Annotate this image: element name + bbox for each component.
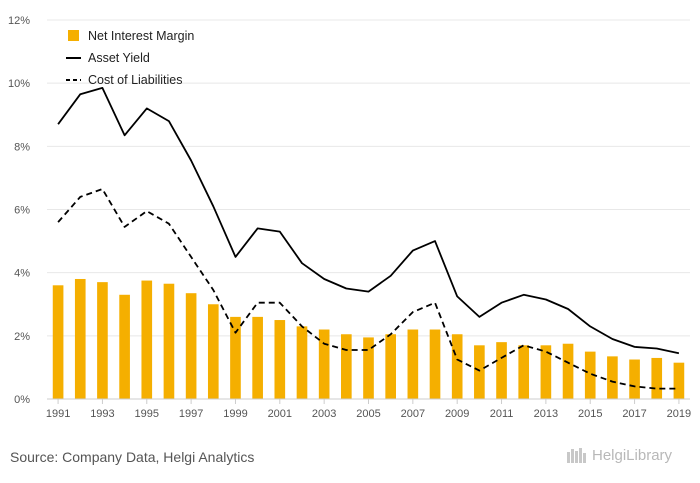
nim-bar: [673, 362, 685, 399]
x-tick-label: 2017: [622, 408, 646, 420]
nim-bar: [385, 334, 396, 399]
chart-svg: 0% 2% 4% 6% 8% 10% 12% 1991 1993 1995 1997 1999 2001…: [8, 15, 691, 420]
nim-bar: [562, 343, 574, 399]
nim-bar: [74, 278, 86, 399]
nim-bar: [429, 329, 441, 399]
x-tick-label: 2015: [578, 408, 602, 420]
legend-label: Cost of Liabilities: [88, 73, 183, 87]
nim-bar: [363, 337, 374, 399]
y-tick-label: 12%: [8, 15, 30, 27]
nim-bar: [451, 334, 463, 399]
x-tick-label: 2011: [490, 408, 514, 420]
x-tick-label: 1991: [46, 408, 70, 420]
nim-bar: [496, 342, 507, 399]
x-tick-label: 2003: [312, 408, 336, 420]
legend-swatch-bar: [68, 30, 79, 41]
y-tick-label: 8%: [14, 141, 30, 153]
x-tick-label: 1995: [135, 408, 159, 420]
nim-bar: [607, 356, 618, 399]
nim-bar: [318, 329, 330, 399]
nim-bar: [274, 320, 286, 399]
x-tick-label: 2005: [356, 408, 380, 420]
nim-bar: [52, 285, 64, 399]
nim-bar: [407, 329, 419, 399]
x-tick-label: 1999: [223, 408, 247, 420]
y-tick-label: 4%: [14, 268, 30, 280]
nim-bar: [252, 316, 263, 399]
nim-bar: [230, 316, 241, 399]
y-tick-label: 10%: [8, 78, 30, 90]
nim-bar: [584, 351, 596, 399]
x-tick-label: 2001: [268, 408, 292, 420]
y-tick-label: 6%: [14, 205, 30, 217]
x-tick-label: 2009: [445, 408, 469, 420]
x-tick-label: 2019: [667, 408, 691, 420]
nim-bar: [518, 345, 530, 399]
legend-label: Net Interest Margin: [88, 29, 194, 43]
nim-bar: [540, 345, 552, 399]
helgilibrary-logo: HelgiLibrary: [566, 446, 672, 464]
x-tick-label: 2007: [401, 408, 425, 420]
nim-bar: [163, 283, 175, 399]
library-logo-icon: [567, 448, 586, 463]
nim-bar: [185, 293, 197, 399]
x-tick-label: 1993: [90, 408, 114, 420]
brand-name: HelgiLibrary: [592, 446, 673, 464]
nim-bar: [141, 280, 153, 399]
nim-bar: [119, 294, 130, 399]
nim-bar: [97, 282, 108, 399]
asset-yield-line: [57, 87, 680, 355]
y-tick-label: 2%: [14, 331, 30, 343]
x-tick-label: 1997: [179, 408, 203, 420]
nim-bar: [341, 334, 352, 399]
x-tick-label: 2013: [534, 408, 558, 420]
nim-bar: [296, 326, 308, 399]
nim-bar: [207, 304, 219, 399]
legend-label: Asset Yield: [88, 51, 150, 65]
nim-bar: [629, 359, 640, 399]
nim-bar: [474, 345, 485, 399]
source-note: Source: Company Data, Helgi Analytics: [10, 449, 255, 465]
nim-bar: [651, 357, 663, 399]
cost-of-liabilities-line: [57, 188, 679, 390]
y-tick-label: 0%: [14, 394, 30, 406]
